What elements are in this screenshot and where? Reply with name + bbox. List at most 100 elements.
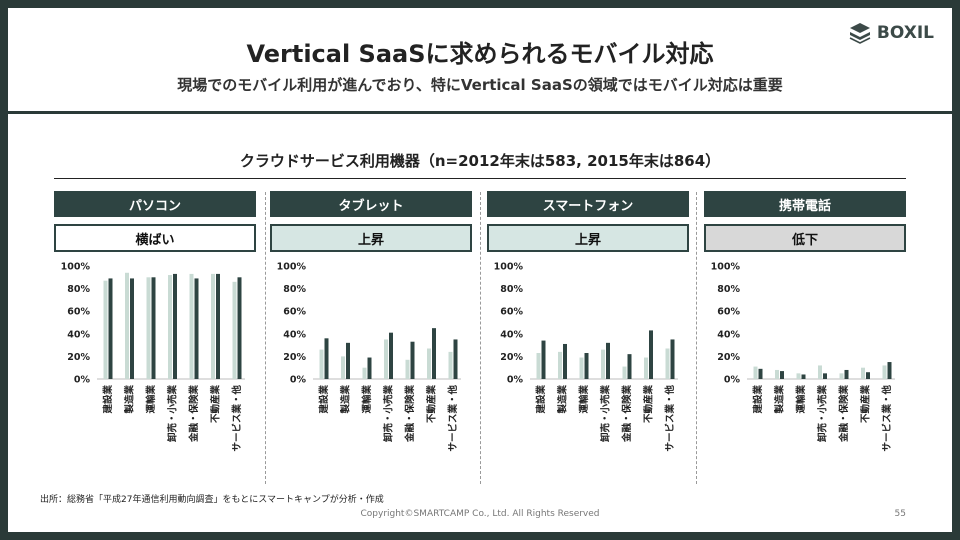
bar-series-2 — [151, 277, 156, 379]
panel-separator — [265, 192, 266, 484]
copyright: Copyright©SMARTCAMP Co., Ltd. All Rights… — [360, 509, 600, 519]
bar-series-1 — [211, 273, 215, 379]
y-tick-label: 20% — [283, 352, 306, 363]
bar-series-2 — [801, 374, 806, 379]
y-tick-label: 40% — [283, 329, 306, 340]
x-category-label: 金融・保険業 — [404, 385, 416, 444]
x-category-label: 運輸業 — [145, 385, 157, 414]
y-tick-label: 0% — [724, 375, 741, 386]
bar-series-2 — [130, 278, 134, 379]
bar-series-1 — [232, 281, 237, 379]
bar-series-2 — [173, 273, 177, 379]
bar-series-2 — [194, 278, 199, 379]
bar-series-2 — [108, 278, 113, 379]
y-tick-label: 100% — [494, 262, 524, 273]
bar-series-1 — [558, 351, 562, 379]
panel-header-feature-phone: 携帯電話 — [704, 191, 906, 217]
boxil-logo: BOXIL — [848, 22, 934, 44]
y-tick-label: 0% — [290, 375, 307, 386]
bar-series-1 — [579, 357, 584, 379]
bar-series-2 — [887, 362, 892, 379]
x-category-label: サービス業・他 — [231, 385, 243, 452]
bar-series-2 — [606, 342, 610, 379]
trend-badge-smartphone: 上昇 — [487, 224, 689, 252]
slide: Vertical SaaSに求められるモバイル対応 現場でのモバイル利用が進んで… — [8, 8, 952, 532]
y-tick-label: 80% — [717, 284, 740, 295]
bar-series-1 — [384, 339, 388, 379]
x-category-label: 不動産業 — [210, 385, 222, 424]
x-category-label: 不動産業 — [643, 385, 655, 424]
header-divider — [8, 111, 952, 114]
bar-series-2 — [432, 328, 436, 379]
bar-series-2 — [627, 354, 632, 379]
bar-series-2 — [823, 373, 827, 379]
y-tick-label: 40% — [717, 329, 740, 340]
y-tick-label: 60% — [717, 307, 740, 318]
bar-series-1 — [168, 275, 172, 379]
x-category-label: 運輸業 — [795, 385, 807, 414]
bar-series-2 — [670, 339, 675, 379]
y-tick-label: 20% — [500, 352, 523, 363]
bar-series-2 — [563, 343, 567, 379]
slide-subtitle: 現場でのモバイル利用が進んでおり、特にVertical SaaSの領域ではモバイ… — [177, 76, 783, 94]
bar-series-2 — [346, 342, 350, 379]
bar-series-2 — [584, 353, 589, 379]
panel-header-tablet: タブレット — [270, 191, 472, 217]
bar-series-2 — [216, 273, 220, 379]
bar-series-1 — [405, 359, 410, 379]
bar-series-1 — [882, 365, 887, 379]
bar-series-2 — [866, 372, 870, 379]
bar-series-1 — [665, 348, 670, 379]
x-category-label: 卸売・小売業 — [383, 385, 395, 443]
y-tick-label: 60% — [67, 307, 90, 318]
bar-series-1 — [796, 373, 801, 379]
x-category-label: 卸売・小売業 — [600, 385, 612, 443]
x-category-label: 製造業 — [124, 385, 136, 415]
boxil-logo-icon — [849, 23, 871, 44]
panel-header-smartphone: スマートフォン — [487, 191, 689, 217]
y-tick-label: 100% — [711, 262, 741, 273]
x-category-label: サービス業・他 — [881, 385, 893, 452]
bar-series-2 — [780, 371, 784, 379]
y-tick-label: 80% — [67, 284, 90, 295]
bar-series-2 — [410, 341, 415, 379]
bar-series-1 — [189, 273, 194, 379]
x-category-label: 製造業 — [340, 385, 352, 415]
bar-series-2 — [649, 330, 653, 379]
x-category-label: 不動産業 — [426, 385, 438, 424]
bar-series-2 — [237, 277, 242, 379]
x-category-label: 建設業 — [752, 385, 764, 415]
y-tick-label: 100% — [61, 262, 91, 273]
bar-series-2 — [453, 339, 458, 379]
trend-badge-pc: 横ばい — [54, 224, 256, 252]
x-category-label: 金融・保険業 — [838, 385, 850, 444]
y-tick-label: 40% — [500, 329, 523, 340]
trend-badge-tablet: 上昇 — [270, 224, 472, 252]
bar-series-1 — [775, 369, 779, 379]
x-category-label: 金融・保険業 — [621, 385, 633, 444]
bar-series-2 — [541, 340, 546, 379]
y-tick-label: 20% — [67, 352, 90, 363]
logo-text: BOXIL — [876, 23, 934, 43]
bar-series-1 — [753, 366, 758, 379]
y-tick-label: 40% — [67, 329, 90, 340]
x-category-label: 建設業 — [318, 385, 330, 415]
bar-series-2 — [389, 332, 393, 379]
panel-separator — [480, 192, 481, 484]
bar-series-1 — [362, 367, 367, 379]
chart-title-underline — [54, 178, 906, 179]
bar-series-2 — [844, 369, 849, 379]
y-tick-label: 60% — [283, 307, 306, 318]
bar-series-1 — [448, 351, 453, 379]
chart-title: クラウドサービス利用機器（n=2012年末は583, 2015年末は864） — [239, 152, 721, 170]
x-category-label: サービス業・他 — [664, 385, 676, 452]
bar-series-1 — [818, 365, 822, 379]
bar-series-2 — [367, 357, 372, 379]
bar-series-1 — [839, 373, 844, 379]
trend-badge-feature-phone: 低下 — [704, 224, 906, 252]
y-tick-label: 20% — [717, 352, 740, 363]
x-category-label: 建設業 — [535, 385, 547, 415]
bar-series-1 — [644, 357, 648, 379]
bar-series-2 — [324, 338, 329, 379]
y-tick-label: 100% — [277, 262, 307, 273]
